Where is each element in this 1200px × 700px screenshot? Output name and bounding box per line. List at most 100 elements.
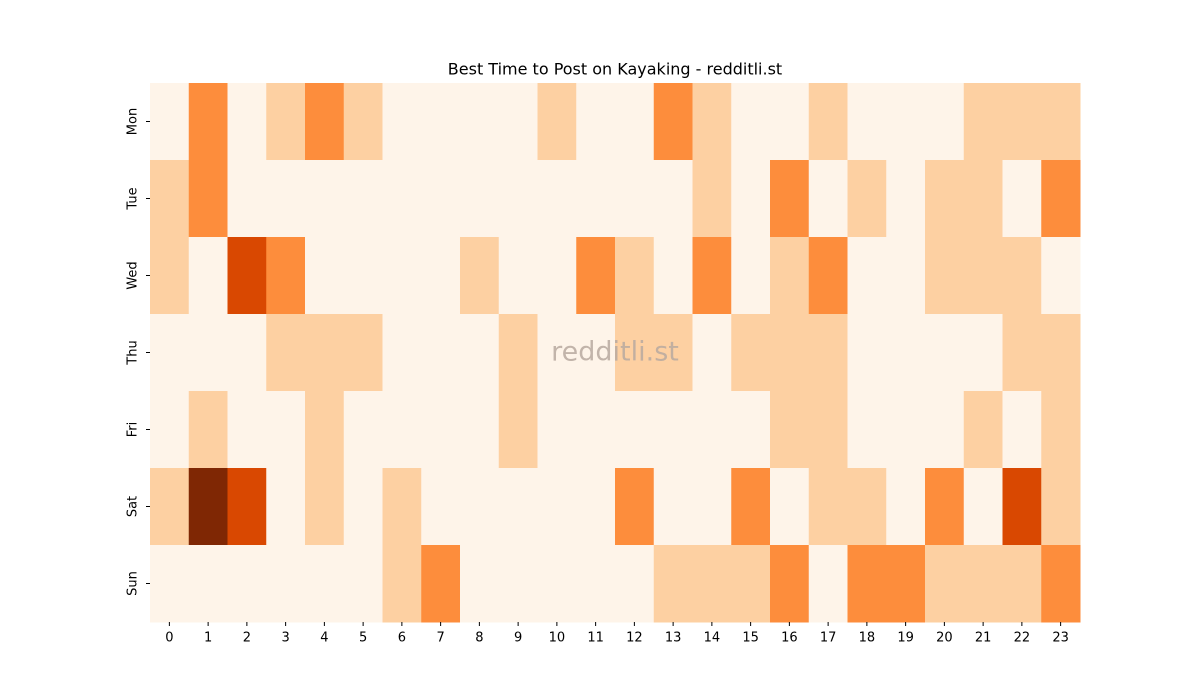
heat-cell <box>653 545 693 623</box>
heat-cell <box>886 545 926 623</box>
heat-cell <box>1002 468 1042 546</box>
x-tick-label: 6 <box>398 631 406 646</box>
x-tick-label: 18 <box>859 631 876 646</box>
heat-cell <box>770 237 810 315</box>
heat-cell <box>576 545 616 623</box>
heat-cell <box>653 391 693 469</box>
heat-cell <box>188 468 228 546</box>
heat-cell <box>537 314 577 392</box>
heat-cell <box>382 237 422 315</box>
heat-cell <box>227 83 267 161</box>
heat-cell <box>615 391 655 469</box>
heat-cell <box>305 237 345 315</box>
heat-cell <box>498 391 538 469</box>
x-tick-label: 15 <box>742 631 759 646</box>
x-tick-label: 7 <box>436 631 444 646</box>
heat-cell <box>150 314 190 392</box>
heat-cell <box>653 237 693 315</box>
heat-cell <box>460 468 500 546</box>
heat-cell <box>305 160 345 238</box>
heat-cell <box>692 391 732 469</box>
heat-cell <box>498 237 538 315</box>
x-tick-label: 22 <box>1014 631 1031 646</box>
heat-cell <box>615 545 655 623</box>
x-tick-label: 12 <box>626 631 643 646</box>
heat-cell <box>576 314 616 392</box>
heat-cell <box>227 391 267 469</box>
heat-cell <box>382 160 422 238</box>
heat-cell <box>498 314 538 392</box>
heat-cell <box>460 237 500 315</box>
heat-cell <box>460 545 500 623</box>
heat-cell <box>421 83 461 161</box>
heat-cell <box>770 160 810 238</box>
heat-cell <box>266 83 306 161</box>
heat-cell <box>305 314 345 392</box>
heat-cell <box>1041 237 1081 315</box>
heat-cell <box>1041 160 1081 238</box>
heat-cell <box>770 83 810 161</box>
heat-cell <box>150 160 190 238</box>
heat-cell <box>498 83 538 161</box>
heat-cell <box>615 314 655 392</box>
heat-cell <box>731 545 771 623</box>
heat-cell <box>266 160 306 238</box>
heat-cell <box>1041 83 1081 161</box>
heat-cell <box>537 83 577 161</box>
heat-cell <box>266 468 306 546</box>
heat-cell <box>343 545 383 623</box>
heat-cell <box>498 468 538 546</box>
heat-cell <box>537 160 577 238</box>
heat-cell <box>537 391 577 469</box>
heat-cell <box>925 314 965 392</box>
heat-cell <box>925 545 965 623</box>
heat-cell <box>537 237 577 315</box>
heat-cell <box>808 314 848 392</box>
heat-cell <box>382 545 422 623</box>
heat-cell <box>615 468 655 546</box>
heat-cell <box>460 160 500 238</box>
x-tick-label: 14 <box>704 631 721 646</box>
y-tick-label: Mon <box>126 108 141 135</box>
heat-cell <box>227 314 267 392</box>
heat-cell <box>150 237 190 315</box>
x-tick-label: 17 <box>820 631 837 646</box>
heat-cell <box>343 468 383 546</box>
heat-cell <box>343 314 383 392</box>
heat-cell <box>925 160 965 238</box>
heat-cell <box>770 545 810 623</box>
heat-cell <box>925 237 965 315</box>
heat-cell <box>421 391 461 469</box>
heat-cell <box>188 314 228 392</box>
heat-cell <box>266 391 306 469</box>
x-tick-label: 23 <box>1052 631 1069 646</box>
heat-cell <box>731 468 771 546</box>
heat-cell <box>382 468 422 546</box>
x-tick-label: 2 <box>243 631 251 646</box>
heat-cell <box>731 391 771 469</box>
heat-cell <box>150 468 190 546</box>
heat-cell <box>305 391 345 469</box>
heat-cell <box>227 237 267 315</box>
heat-cell <box>925 83 965 161</box>
heat-cell <box>770 314 810 392</box>
heat-cell <box>150 391 190 469</box>
heat-cell <box>188 545 228 623</box>
heat-cell <box>576 160 616 238</box>
x-tick-label: 9 <box>514 631 522 646</box>
heat-cell <box>1002 83 1042 161</box>
heat-cell <box>150 545 190 623</box>
heat-cell <box>886 468 926 546</box>
x-tick-label: 19 <box>897 631 914 646</box>
heat-cell <box>266 545 306 623</box>
heat-cell <box>1002 237 1042 315</box>
heat-cell <box>731 237 771 315</box>
heat-cell <box>847 391 887 469</box>
x-tick-label: 5 <box>359 631 367 646</box>
heat-cell <box>615 237 655 315</box>
heat-cell <box>692 160 732 238</box>
heat-cell <box>421 468 461 546</box>
heat-cell <box>692 83 732 161</box>
heat-cell <box>770 468 810 546</box>
heat-cell <box>266 237 306 315</box>
